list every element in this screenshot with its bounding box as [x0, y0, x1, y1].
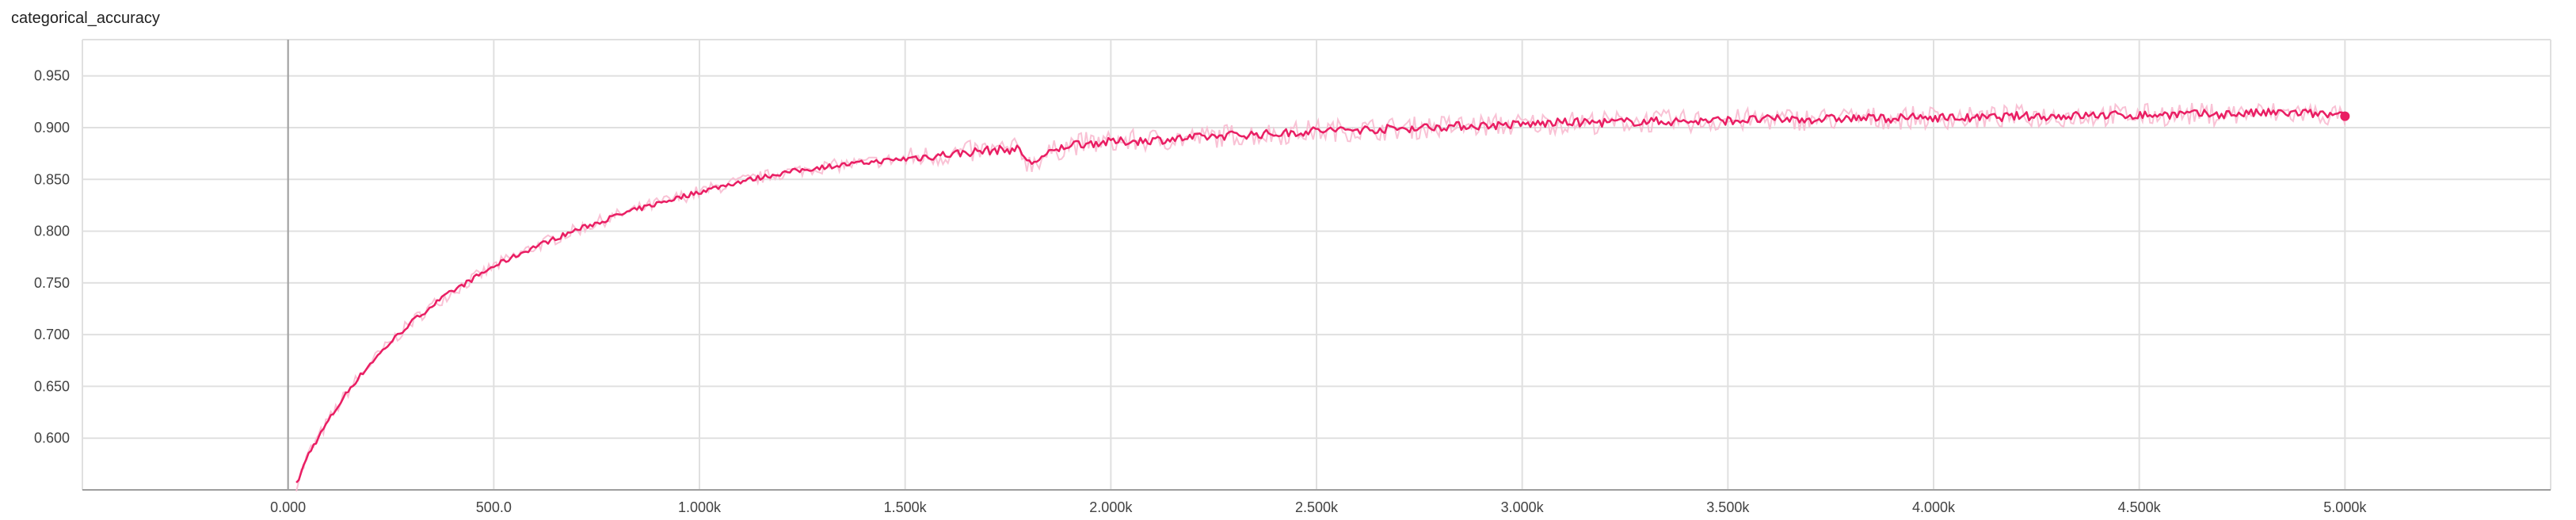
y-tick-label: 0.800: [34, 224, 70, 239]
x-tick-label: 4.000k: [1912, 499, 1956, 515]
y-tick-label: 0.650: [34, 378, 70, 394]
smoothed-series-line: [295, 108, 2346, 484]
y-tick-label: 0.950: [34, 68, 70, 84]
tick-label-layer: 0.600 0.650 0.700 0.750 0.800 0.850 0.900 0.950…: [34, 68, 2367, 515]
y-tick-label: 0.900: [34, 120, 70, 136]
y-tick-label: 0.600: [34, 430, 70, 446]
x-tick-label: 4.500k: [2118, 499, 2162, 515]
raw-series-layer: [295, 102, 2346, 492]
smoothed-series-layer: [295, 108, 2350, 484]
x-tick-label: 3.500k: [1706, 499, 1750, 515]
y-tick-label: 0.700: [34, 327, 70, 342]
x-tick-label: 5.000k: [2323, 499, 2367, 515]
x-tick-label: 3.000k: [1501, 499, 1545, 515]
x-tick-label: 1.000k: [678, 499, 722, 515]
x-tick-label: 0.000: [270, 499, 306, 515]
y-tick-label: 0.750: [34, 275, 70, 291]
last-value-point: [2340, 111, 2350, 121]
x-tick-label: 1.500k: [884, 499, 928, 515]
x-tick-label: 2.500k: [1295, 499, 1339, 515]
y-tick-label: 0.850: [34, 171, 70, 187]
grid-layer: [82, 39, 2551, 491]
x-tick-label: 2.000k: [1089, 499, 1133, 515]
raw-series-line: [295, 102, 2346, 492]
x-tick-label: 500.0: [476, 499, 512, 515]
chart-title: categorical_accuracy: [11, 10, 160, 27]
